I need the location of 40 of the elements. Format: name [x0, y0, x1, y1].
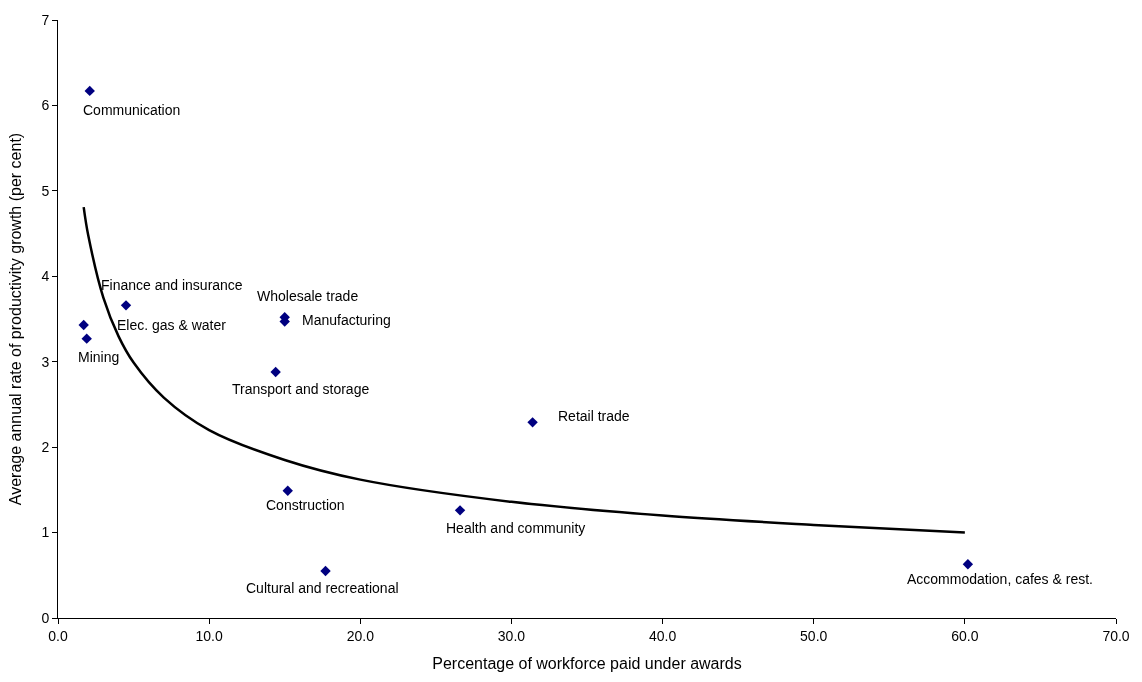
x-tick-label: 70.0 [1102, 627, 1130, 644]
annotation: Elec. gas & water [117, 317, 227, 333]
annotation: Mining [78, 349, 120, 365]
y-tick-label: 0 [41, 609, 50, 626]
y-tick-label: 7 [41, 11, 50, 28]
annotation: Transport and storage [232, 381, 370, 397]
x-tick-label: 0.0 [48, 627, 68, 644]
y-tick-label: 5 [41, 182, 50, 199]
point [270, 366, 281, 378]
y-tick-label: 1 [41, 524, 50, 541]
annotation: Health and community [446, 520, 586, 536]
y-tick-label: 2 [41, 439, 50, 456]
x-tick-label: 10.0 [195, 627, 223, 644]
point [454, 505, 466, 516]
point [320, 565, 331, 577]
point [81, 333, 92, 344]
y-tick-label: 6 [41, 97, 50, 114]
point [527, 417, 538, 428]
annotation: Accommodation, cafes & rest. [907, 571, 1093, 587]
y-tick-label: 4 [41, 268, 50, 285]
annotation: Manufacturing [302, 312, 391, 328]
point [84, 85, 95, 97]
y-tick-label: 3 [41, 353, 50, 370]
point [282, 485, 293, 496]
annotation: Construction [266, 497, 345, 513]
x-tick-label: 30.0 [497, 627, 526, 644]
annotation: Retail trade [558, 408, 630, 424]
annotation: Wholesale trade [257, 288, 359, 304]
point [962, 558, 974, 570]
annotation: Cultural and recreational [246, 580, 399, 596]
annotation: Communication [83, 102, 181, 118]
x-tick-label: 50.0 [800, 627, 828, 644]
x-tick-label: 20.0 [346, 627, 375, 644]
y-axis-title: Average annual rate of productivity growth (per cent) [7, 132, 25, 506]
annotation: Finance and insurance [101, 277, 243, 293]
x-axis-title: Percentage of workforce paid under awards [432, 655, 742, 673]
point [78, 319, 89, 331]
point [120, 300, 132, 311]
x-tick-label: 60.0 [951, 627, 979, 644]
x-tick-label: 40.0 [648, 627, 677, 644]
